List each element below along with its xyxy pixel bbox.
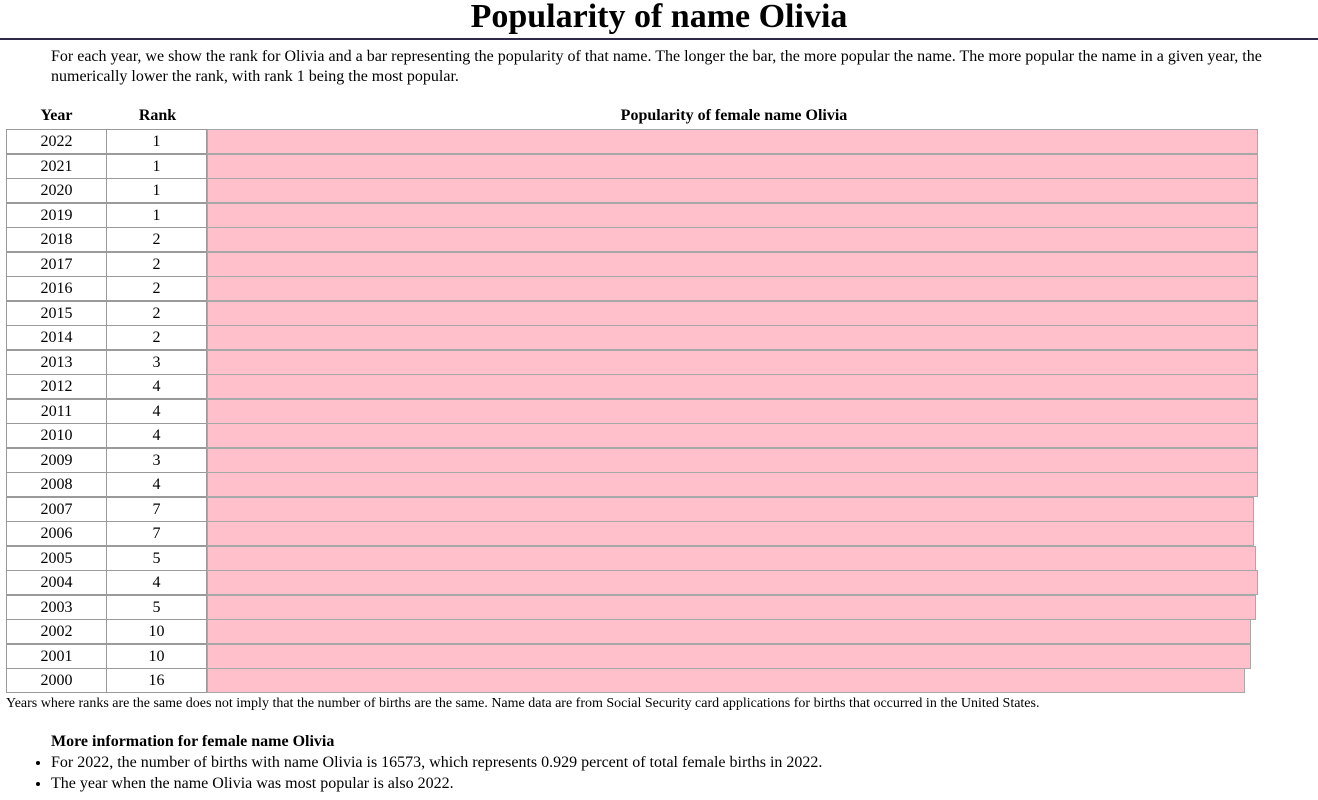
year-cell: 2019 <box>6 202 107 228</box>
rank-cell: 4 <box>106 374 207 399</box>
year-cell: 2013 <box>6 349 107 375</box>
rank-cell: 2 <box>106 251 207 277</box>
popularity-bar <box>207 300 1258 326</box>
rank-cell: 4 <box>106 423 207 448</box>
year-cell: 2002 <box>6 619 107 644</box>
popularity-bar <box>207 325 1258 350</box>
header-popularity: Popularity of female name Olivia <box>620 107 848 124</box>
year-cell: 2020 <box>6 178 107 203</box>
year-cell: 2008 <box>6 472 107 497</box>
popularity-bar <box>207 276 1258 301</box>
year-cell: 2004 <box>6 570 107 595</box>
popularity-bar <box>207 472 1258 497</box>
rank-cell: 2 <box>106 227 207 252</box>
year-cell: 2000 <box>6 668 107 693</box>
more-info-list: For 2022, the number of births with name… <box>33 752 822 794</box>
popularity-bar <box>207 398 1258 424</box>
popularity-bar <box>207 227 1258 252</box>
year-cell: 2021 <box>6 153 107 179</box>
rank-cell: 2 <box>106 325 207 350</box>
popularity-bar <box>207 496 1254 522</box>
year-cell: 2009 <box>6 447 107 473</box>
rank-cell: 1 <box>106 153 207 179</box>
year-cell: 2010 <box>6 423 107 448</box>
rank-cell: 4 <box>106 472 207 497</box>
rank-cell: 2 <box>106 276 207 301</box>
popularity-bar <box>207 251 1258 277</box>
year-cell: 2012 <box>6 374 107 399</box>
rank-cell: 3 <box>106 447 207 473</box>
more-info-item: For 2022, the number of births with name… <box>51 752 822 773</box>
year-cell: 2005 <box>6 545 107 571</box>
popularity-bar <box>207 521 1254 546</box>
popularity-bar <box>207 643 1251 669</box>
year-cell: 2018 <box>6 227 107 252</box>
rank-cell: 3 <box>106 349 207 375</box>
year-cell: 2011 <box>6 398 107 424</box>
rank-cell: 7 <box>106 496 207 522</box>
year-cell: 2003 <box>6 594 107 620</box>
popularity-bar <box>207 619 1251 644</box>
year-cell: 2016 <box>6 276 107 301</box>
rank-cell: 4 <box>106 398 207 424</box>
popularity-bar <box>207 594 1256 620</box>
title-divider <box>0 38 1318 40</box>
rank-cell: 1 <box>106 202 207 228</box>
rank-cell: 5 <box>106 594 207 620</box>
year-cell: 2006 <box>6 521 107 546</box>
year-cell: 2015 <box>6 300 107 326</box>
popularity-bar <box>207 129 1258 154</box>
popularity-bar <box>207 153 1258 179</box>
popularity-bar <box>207 668 1245 693</box>
header-rank: Rank <box>138 107 177 124</box>
intro-text: For each year, we show the rank for Oliv… <box>51 48 1262 85</box>
popularity-bar <box>207 447 1258 473</box>
popularity-bar <box>207 349 1258 375</box>
year-cell: 2022 <box>6 129 107 154</box>
popularity-bar <box>207 423 1258 448</box>
rank-cell: 4 <box>106 570 207 595</box>
rank-cell: 10 <box>106 619 207 644</box>
popularity-bar <box>207 545 1256 571</box>
year-cell: 2014 <box>6 325 107 350</box>
rank-cell: 16 <box>106 668 207 693</box>
header-year: Year <box>40 107 73 124</box>
rank-cell: 10 <box>106 643 207 669</box>
rank-cell: 1 <box>106 178 207 203</box>
more-info-item: The year when the name Olivia was most p… <box>51 773 822 794</box>
popularity-bar <box>207 570 1258 595</box>
year-cell: 2007 <box>6 496 107 522</box>
year-cell: 2001 <box>6 643 107 669</box>
year-cell: 2017 <box>6 251 107 277</box>
rank-cell: 1 <box>106 129 207 154</box>
rank-cell: 2 <box>106 300 207 326</box>
popularity-bar <box>207 178 1258 203</box>
more-info-title: More information for female name Olivia <box>51 733 335 750</box>
rank-cell: 7 <box>106 521 207 546</box>
footnote: Years where ranks are the same does not … <box>6 696 1040 711</box>
popularity-bar <box>207 202 1258 228</box>
popularity-bar <box>207 374 1258 399</box>
rank-cell: 5 <box>106 545 207 571</box>
page-title: Popularity of name Olivia <box>470 0 848 35</box>
